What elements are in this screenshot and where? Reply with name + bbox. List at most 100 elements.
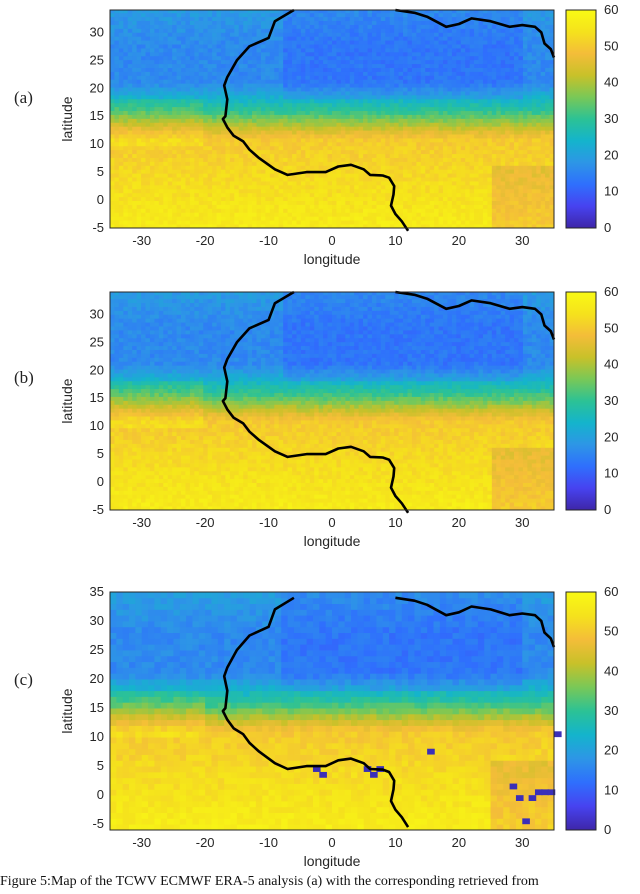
y-tick-label: -5 [92,502,104,517]
colorbar-tick-label: 50 [604,624,618,639]
map-frame [109,291,555,511]
colorbar-tick-label: 30 [604,703,618,718]
y-tick-label: 5 [97,446,104,461]
colorbar [565,9,597,229]
y-tick-label: 15 [90,390,104,405]
low-value-cell [534,789,543,796]
low-value-cell [319,771,327,778]
y-tick-label: -5 [92,220,104,235]
colorbar-tick-label: 50 [604,38,618,53]
x-tick-label: 20 [452,515,466,530]
y-tick-label: 30 [90,306,104,321]
x-axis-label: longitude [304,251,361,267]
low-value-cell [427,748,435,755]
low-value-cell [363,766,372,772]
low-value-cell [312,766,321,772]
colorbar-tick-label: 20 [604,743,618,758]
y-tick-label: 25 [90,642,104,657]
y-tick-label: 0 [97,787,104,802]
y-tick-label: 30 [90,24,104,39]
x-tick-label: -30 [132,233,151,248]
field-grid [110,292,555,511]
x-tick-label: -20 [196,515,215,530]
map-frame [109,9,555,229]
x-tick-label: -10 [259,233,278,248]
x-axis-label: longitude [304,853,361,869]
colorbar-tick-label: 20 [604,147,618,162]
x-tick-label: 20 [452,835,466,850]
x-tick-label: 10 [388,835,402,850]
y-tick-label: 5 [97,164,104,179]
low-value-cell [522,818,530,825]
y-axis-label: latitude [59,378,75,423]
y-axis-label: latitude [59,96,75,141]
x-tick-label: 0 [328,835,335,850]
coastline [221,596,410,828]
x-tick-label: -30 [132,835,151,850]
colorbar-tick-label: 50 [604,320,618,335]
y-tick-label: -5 [92,816,104,831]
x-tick-label: -10 [259,515,278,530]
y-tick-label: 20 [90,80,104,95]
x-tick-label: 10 [388,515,402,530]
y-tick-label: 15 [90,700,104,715]
low-value-cell [547,789,556,796]
x-tick-label: -20 [196,835,215,850]
coastline [395,596,556,648]
field-grid [110,592,555,831]
y-tick-label: 25 [90,52,104,67]
tcwv-map: -30 -20 -10 0 10 20 30302520151050-5longitudel… [59,2,618,267]
low-value-cell [515,795,524,801]
low-value-cell [509,783,518,790]
x-tick-label: -20 [196,233,215,248]
x-tick-label: 0 [328,233,335,248]
y-tick-label: 0 [97,474,104,489]
low-value-cell [528,795,537,801]
x-tick-label: -30 [132,515,151,530]
coastline [221,8,410,232]
x-tick-label: 30 [515,233,529,248]
colorbar [565,291,597,511]
y-tick-label: 15 [90,108,104,123]
low-value-cell [554,731,562,738]
y-tick-label: 0 [97,192,104,207]
x-tick-label: 10 [388,233,402,248]
colorbar-tick-label: 10 [604,466,618,481]
y-tick-label: 25 [90,334,104,349]
y-tick-label: 20 [90,362,104,377]
low-value-cell [541,789,549,796]
x-tick-label: -10 [259,835,278,850]
colorbar-tick-label: 20 [604,429,618,444]
x-tick-label: 0 [328,515,335,530]
tcwv-map: -30 -20 -10 0 10 20 30302520151050-5longitudel… [59,284,618,549]
figure-caption: Figure 5:Map of the TCWV ECMWF ERA-5 ana… [0,874,539,889]
panel-label: (c) [14,670,33,689]
panel-label: (a) [14,88,33,107]
coastline [395,290,556,340]
colorbar-tick-label: 10 [604,782,618,797]
map-panel-c: (c) -30 -20 -10 0 10 20 30 35 30 25 20 15 10 5 0 -5 long… [0,565,640,870]
colorbar-tick-label: 60 [604,2,618,17]
y-tick-label: 10 [90,729,104,744]
colorbar-tick-label: 0 [604,220,611,235]
colorbar-tick-label: 0 [604,822,611,837]
y-tick-label: 30 [90,613,104,628]
y-tick-label: 35 [90,584,104,599]
colorbar-tick-label: 30 [604,393,618,408]
x-tick-label: 20 [452,233,466,248]
colorbar-tick-label: 30 [604,111,618,126]
colorbar-tick-label: 40 [604,357,618,372]
x-axis-label: longitude [304,533,361,549]
coastline [221,290,410,514]
map-panel-a: (a) -30 -20 -10 0 10 20 30 30 25 20 15 10 5 0 -5 longit… [0,0,640,280]
y-tick-label: 10 [90,418,104,433]
colorbar-tick-label: 0 [604,502,611,517]
colorbar-tick-label: 40 [604,663,618,678]
coastline [395,8,556,58]
tcwv-map: -30 -20 -10 0 10 20 30 35 30 25 20 15 10 50 -5 longitud… [59,584,618,869]
y-tick-label: 10 [90,136,104,151]
panel-label: (b) [14,368,34,387]
colorbar-tick-label: 10 [604,184,618,199]
y-axis-label: latitude [59,688,75,733]
field-grid [110,10,555,229]
